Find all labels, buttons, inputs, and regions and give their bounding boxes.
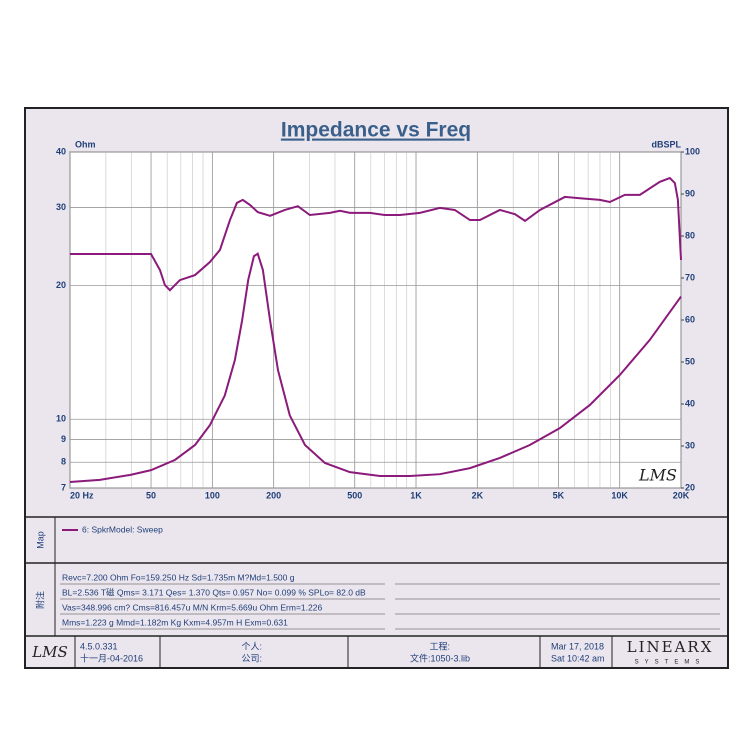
brand: LINEARX bbox=[627, 638, 714, 656]
y-tick-label: 7 bbox=[61, 482, 66, 492]
x-tick-label: 20K bbox=[673, 490, 690, 500]
y-tick-label: 10 bbox=[56, 414, 66, 424]
build-date: 十一月-04-2016 bbox=[80, 652, 143, 663]
legend-label: 6: SpkrModel: Sweep bbox=[82, 524, 163, 534]
footer-logo: LMS bbox=[31, 643, 68, 661]
brand-sub: SYSTEMS bbox=[635, 660, 706, 666]
x-tick-label: 50 bbox=[146, 490, 156, 500]
series-line bbox=[69, 252, 682, 484]
y2-tick-label: 100 bbox=[685, 146, 700, 156]
y-tick-label: 30 bbox=[56, 202, 66, 212]
y2-tick-label: 70 bbox=[685, 272, 695, 282]
y2-tick-label: 60 bbox=[685, 314, 695, 324]
y-tick-label: 8 bbox=[61, 457, 66, 467]
file: 文件:1050-3.lib bbox=[410, 652, 470, 663]
y-tick-label: 9 bbox=[61, 434, 66, 444]
legend: 6: SpkrModel: Sweep bbox=[62, 524, 163, 534]
personal: 个人: bbox=[241, 641, 262, 651]
series-line bbox=[70, 176, 682, 292]
chart-title: Impedance vs Freq bbox=[281, 119, 471, 142]
x-tick-label: 500 bbox=[347, 490, 362, 500]
watermark: LMS bbox=[638, 466, 677, 485]
y2-tick-label: 20 bbox=[685, 482, 695, 492]
project: 工程: bbox=[429, 641, 450, 651]
y2-axis-label: dBSPL bbox=[651, 139, 681, 149]
company: 公司: bbox=[241, 653, 262, 663]
grid bbox=[69, 151, 682, 489]
note-line: BL=2.536 T磁 Qms= 3.171 Qes= 1.370 Qts= 0… bbox=[62, 587, 366, 597]
x-tick-label: 1K bbox=[410, 490, 422, 500]
plot-area bbox=[69, 151, 682, 489]
y-axis-label: Ohm bbox=[75, 139, 96, 149]
notes: Revc=7.200 Ohm Fo=159.250 Hz Sd=1.735m M… bbox=[60, 572, 385, 630]
y2-tick-label: 80 bbox=[685, 230, 695, 240]
x-tick-label: 20 Hz bbox=[70, 490, 94, 500]
x-tick-label: 5K bbox=[553, 490, 565, 500]
date: Mar 17, 2018 bbox=[551, 641, 604, 651]
note-line: Mms=1.223 g Mmd=1.182m Kg Kxm=4.957m H E… bbox=[62, 617, 288, 627]
y2-tick-label: 40 bbox=[685, 398, 695, 408]
note-line: Vas=348.996 cm? Cms=816.457u M/N Krm=5.6… bbox=[62, 602, 322, 612]
x-tick-label: 200 bbox=[266, 490, 281, 500]
time: Sat 10:42 am bbox=[551, 653, 605, 663]
y-tick-label: 20 bbox=[56, 280, 66, 290]
x-tick-label: 10K bbox=[611, 490, 628, 500]
y2-tick-label: 90 bbox=[685, 188, 695, 198]
note-line: Revc=7.200 Ohm Fo=159.250 Hz Sd=1.735m M… bbox=[62, 572, 295, 582]
y2-tick-label: 30 bbox=[685, 440, 695, 450]
x-tick-label: 2K bbox=[472, 490, 484, 500]
version: 4.5.0.331 bbox=[80, 641, 118, 651]
y2-tick-label: 50 bbox=[685, 356, 695, 366]
y-tick-label: 40 bbox=[56, 146, 66, 156]
x-tick-label: 100 bbox=[205, 490, 220, 500]
legend-panel-label: Map bbox=[35, 531, 45, 549]
notes-label: 附注 bbox=[34, 591, 45, 609]
